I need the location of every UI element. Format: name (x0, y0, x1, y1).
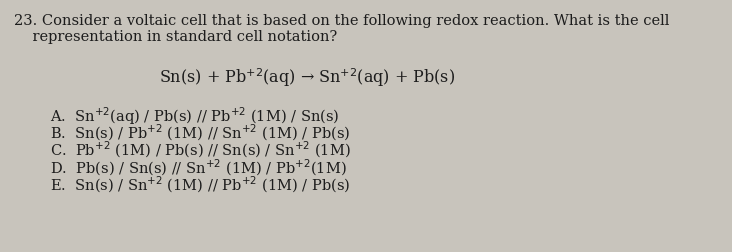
Text: Sn(s) + Pb$^{+2}$(aq) → Sn$^{+2}$(aq) + Pb(s): Sn(s) + Pb$^{+2}$(aq) → Sn$^{+2}$(aq) + … (160, 66, 455, 88)
Text: E.  Sn(s) / Sn$^{+2}$ (1M) // Pb$^{+2}$ (1M) / Pb(s): E. Sn(s) / Sn$^{+2}$ (1M) // Pb$^{+2}$ (… (50, 174, 351, 195)
Text: D.  Pb(s) / Sn(s) // Sn$^{+2}$ (1M) / Pb$^{+2}$(1M): D. Pb(s) / Sn(s) // Sn$^{+2}$ (1M) / Pb$… (50, 157, 347, 177)
Text: C.  Pb$^{+2}$ (1M) / Pb(s) // Sn(s) / Sn$^{+2}$ (1M): C. Pb$^{+2}$ (1M) / Pb(s) // Sn(s) / Sn$… (50, 139, 351, 160)
Text: A.  Sn$^{+2}$(aq) / Pb(s) // Pb$^{+2}$ (1M) / Sn(s): A. Sn$^{+2}$(aq) / Pb(s) // Pb$^{+2}$ (1… (50, 105, 340, 126)
Text: representation in standard cell notation?: representation in standard cell notation… (14, 30, 337, 44)
Text: B.  Sn(s) / Pb$^{+2}$ (1M) // Sn$^{+2}$ (1M) / Pb(s): B. Sn(s) / Pb$^{+2}$ (1M) // Sn$^{+2}$ (… (50, 122, 351, 142)
Text: 23. Consider a voltaic cell that is based on the following redox reaction. What : 23. Consider a voltaic cell that is base… (14, 14, 669, 28)
